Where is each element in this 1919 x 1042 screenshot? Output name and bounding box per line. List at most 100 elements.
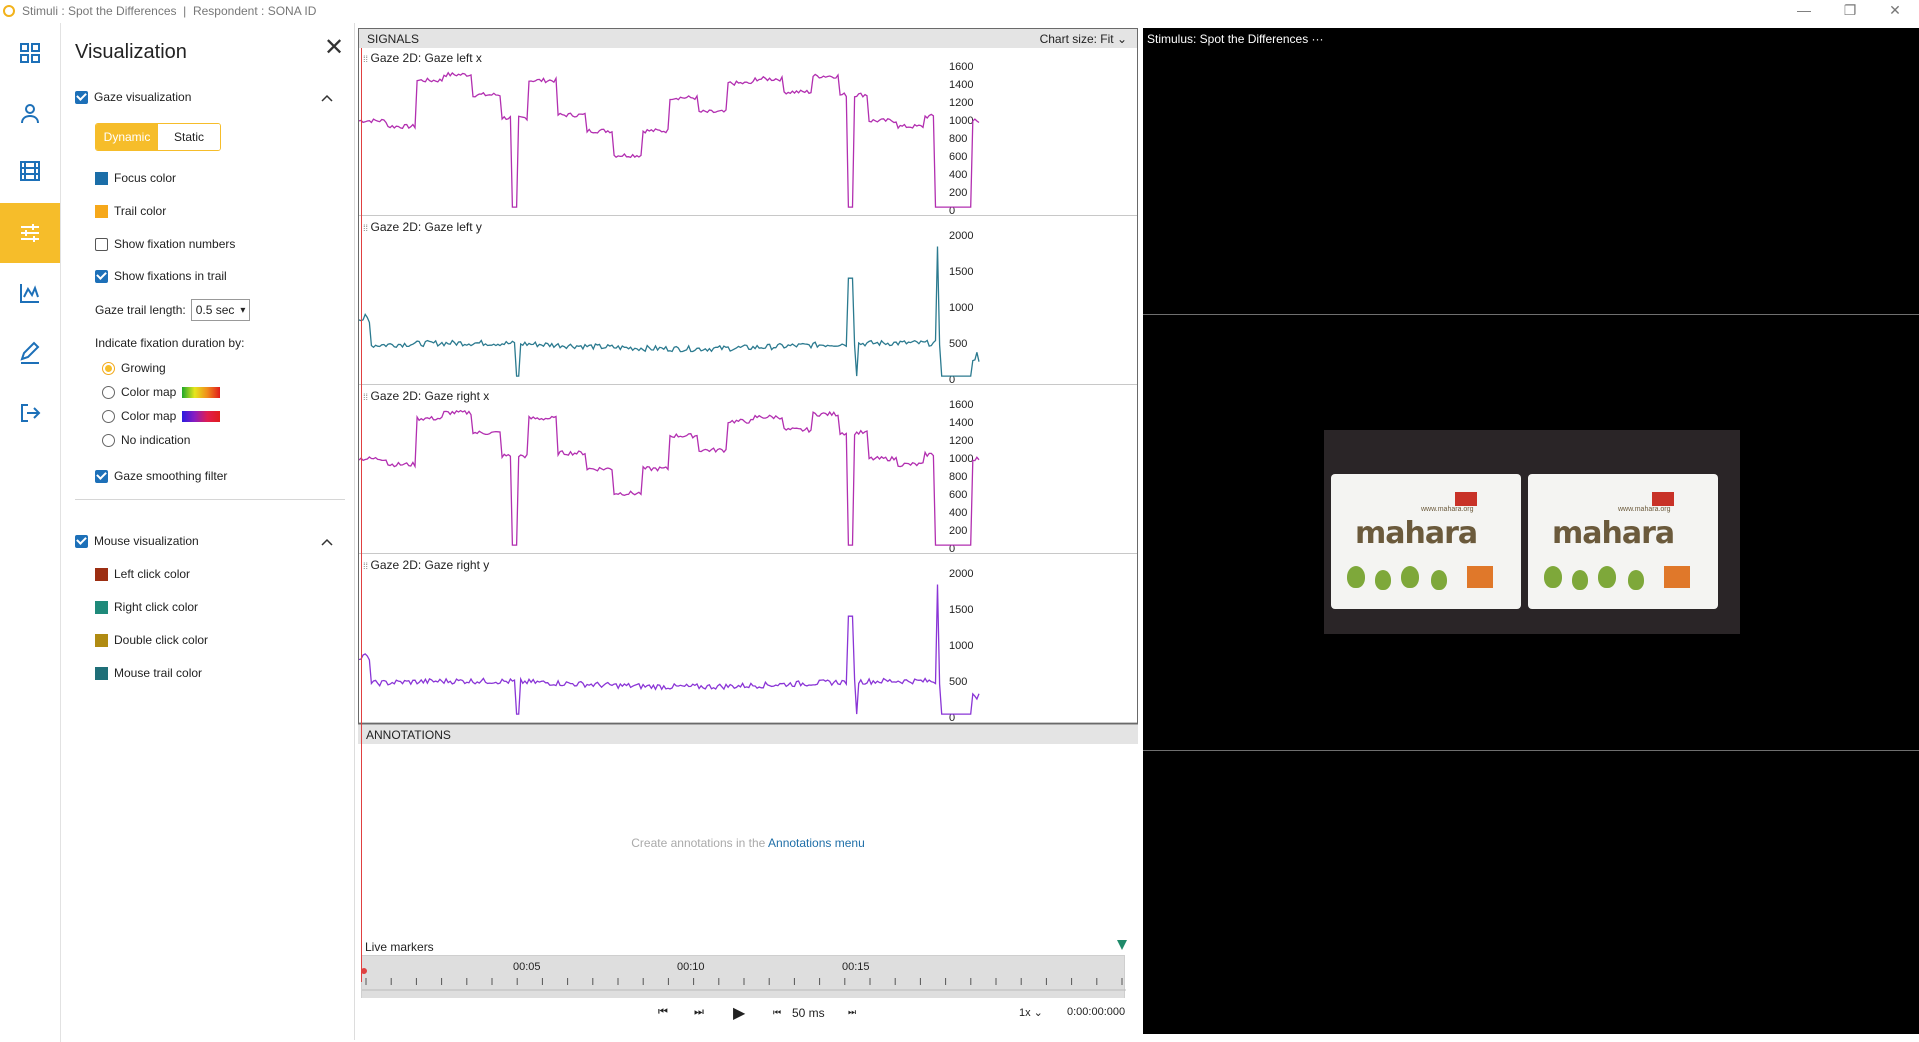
stimulus-card-right: www.mahara.org mahara (1528, 474, 1718, 609)
chevron-down-icon: ▾ (240, 304, 246, 316)
left-click-color-row[interactable]: Left click color (95, 564, 190, 584)
radio-colormap1-row[interactable]: Color map (102, 382, 221, 402)
mouse-visualization-toggle[interactable]: Mouse visualization (75, 531, 199, 551)
radio-colormap1[interactable] (102, 385, 115, 399)
radio-no-indication[interactable] (102, 433, 115, 447)
double-click-color-row[interactable]: Double click color (95, 630, 208, 650)
radio-colormap2-label: Color map (121, 409, 177, 423)
y-tick-label: 0 (949, 543, 955, 554)
step-size-value[interactable]: 50 ms (792, 1006, 825, 1020)
radio-colormap2[interactable] (102, 409, 115, 423)
y-tick-label: 1200 (949, 97, 973, 109)
play-button[interactable]: ▶ (733, 1005, 746, 1022)
mascot-shape (1431, 570, 1447, 590)
chevron-up-icon[interactable] (320, 91, 334, 105)
rail-stimuli-button[interactable] (0, 141, 60, 201)
rail-respondent-button[interactable] (0, 83, 60, 143)
rail-exit-button[interactable] (0, 383, 60, 443)
restore-button[interactable]: ❐ (1843, 2, 1857, 18)
y-tick-label: 0 (949, 205, 955, 216)
radio-none-label: No indication (121, 433, 191, 447)
right-click-color-swatch[interactable] (95, 600, 108, 614)
mode-dynamic-button[interactable]: Dynamic (96, 124, 158, 150)
mouse-trail-color-label: Mouse trail color (114, 666, 203, 680)
chart-gaze-left-y: 2000 1500 1000 500 0 Gaze 2D: Gaze left y (359, 217, 1137, 385)
radio-growing-row[interactable]: Growing (102, 358, 166, 378)
chart-title: Gaze 2D: Gaze right x (363, 389, 490, 403)
gaze-trail-length-select[interactable]: 0.5 sec ▾ (190, 299, 251, 321)
rail-visualization-button[interactable] (0, 203, 60, 263)
double-click-color-swatch[interactable] (95, 633, 108, 647)
gaze-visualization-label: Gaze visualization (94, 90, 192, 104)
focus-color-swatch[interactable] (95, 171, 108, 185)
y-tick-label: 1000 (949, 115, 973, 127)
right-click-color-row[interactable]: Right click color (95, 597, 198, 617)
show-fixations-in-trail-row[interactable]: Show fixations in trail (95, 266, 227, 286)
card-brand: mahara (1552, 516, 1675, 551)
rail-dashboard-button[interactable] (0, 23, 60, 83)
mouse-trail-color-swatch[interactable] (95, 666, 108, 680)
annotations-panel: ANNOTATIONS Create annotations in the An… (358, 724, 1138, 1029)
mode-static-button[interactable]: Static (158, 124, 220, 150)
gaze-trail-length-label: Gaze trail length: (95, 303, 186, 317)
annotations-msg-prefix: Create annotations in the (631, 836, 766, 850)
gaze-smoothing-checkbox[interactable] (95, 469, 108, 483)
mouse-visualization-checkbox[interactable] (75, 534, 88, 548)
playhead-handle-icon[interactable] (361, 968, 367, 974)
chart-gaze-left-x: 1600 1400 1200 1000 800 600 400 200 0 Gaze 2D: G… (359, 48, 1137, 216)
film-icon (20, 161, 40, 181)
radio-colormap2-row[interactable]: Color map (102, 406, 221, 426)
y-tick-label: 0 (949, 712, 955, 723)
trail-color-swatch[interactable] (95, 204, 108, 218)
timeline-scrubber[interactable]: 00:05 00:10 00:15 (361, 955, 1126, 999)
gaze-smoothing-row[interactable]: Gaze smoothing filter (95, 466, 227, 486)
live-marker-flag-icon[interactable] (1116, 939, 1128, 951)
playback-speed-dropdown[interactable]: 1x ⌄ (1019, 1007, 1043, 1019)
rail-annotations-button[interactable] (0, 323, 60, 383)
annotations-header: ANNOTATIONS (358, 724, 1138, 744)
rail-signals-button[interactable] (0, 263, 60, 323)
gaze-smoothing-label: Gaze smoothing filter (114, 469, 228, 483)
trail-color-row[interactable]: Trail color (95, 201, 166, 221)
stimulus-title[interactable]: Stimulus: Spot the Differences ··· (1147, 32, 1324, 46)
show-fixations-in-trail-label: Show fixations in trail (114, 269, 227, 283)
gaze-visualization-toggle[interactable]: Gaze visualization (75, 87, 191, 107)
box-shape (1467, 566, 1493, 588)
show-fixation-numbers-row[interactable]: Show fixation numbers (95, 234, 235, 254)
y-tick-label: 1400 (949, 417, 973, 429)
radio-growing-label: Growing (121, 361, 166, 375)
y-tick-label: 800 (949, 133, 967, 145)
chart-size-dropdown[interactable]: Chart size: Fit ⌄ (1039, 32, 1127, 46)
playhead-line[interactable] (361, 48, 362, 982)
left-click-color-swatch[interactable] (95, 567, 108, 581)
annotations-title: ANNOTATIONS (366, 728, 451, 742)
y-tick-label: 800 (949, 471, 967, 483)
chevron-up-icon[interactable] (320, 535, 334, 549)
step-forward-button[interactable]: ⏭ (848, 1007, 857, 1017)
mascot-shape (1544, 566, 1562, 588)
radio-growing[interactable] (102, 361, 115, 375)
y-tick-label: 1500 (949, 266, 973, 278)
skip-forward-button[interactable]: ⏭ (694, 1006, 704, 1018)
mascot-shape (1572, 570, 1588, 590)
radio-none-row[interactable]: No indication (102, 430, 190, 450)
y-tick-label: 2000 (949, 568, 973, 580)
gaze-visualization-checkbox[interactable] (75, 90, 88, 104)
y-tick-label: 400 (949, 169, 967, 181)
show-fixation-numbers-checkbox[interactable] (95, 237, 108, 251)
close-window-button[interactable]: ✕ (1889, 2, 1901, 18)
close-panel-button[interactable]: ✕ (323, 34, 345, 61)
skip-back-button[interactable]: ⏮ (658, 1006, 668, 1018)
show-fixations-in-trail-checkbox[interactable] (95, 269, 108, 283)
focus-color-row[interactable]: Focus color (95, 168, 176, 188)
panel-divider[interactable] (354, 23, 358, 1040)
y-tick-label: 1000 (949, 302, 973, 314)
y-tick-label: 1000 (949, 640, 973, 652)
minimize-button[interactable]: — (1797, 2, 1811, 18)
stimulus-guide-line (1143, 314, 1919, 315)
playback-controls: ⏮ ⏭ ▶ ⏮ 50 ms ⏭ 1x ⌄ 0:00:00:000 (358, 998, 1136, 1029)
mouse-trail-color-row[interactable]: Mouse trail color (95, 663, 202, 683)
gaze-mode-toggle: Dynamic Static (95, 123, 221, 151)
annotations-menu-link[interactable]: Annotations menu (768, 836, 865, 850)
step-back-button[interactable]: ⏮ (773, 1007, 782, 1017)
